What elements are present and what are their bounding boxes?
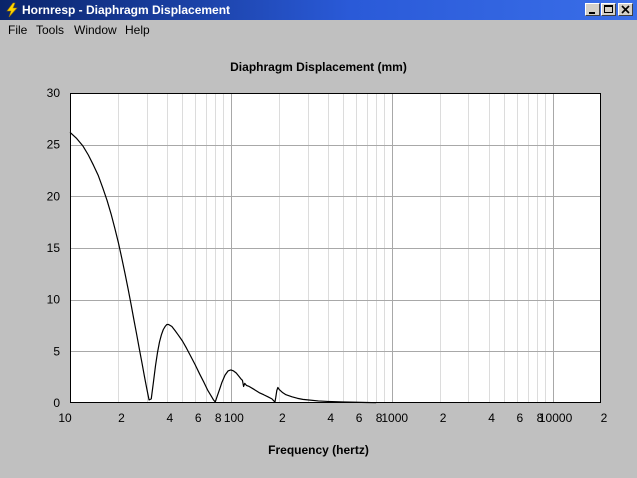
x-tick-label: 6 (517, 411, 524, 425)
x-tick-label: 8 (215, 411, 222, 425)
x-tick-label: 2 (440, 411, 447, 425)
maximize-icon (604, 5, 613, 13)
y-tick-label: 5 (53, 344, 60, 358)
maximize-button[interactable] (601, 3, 616, 16)
x-tick-label: 6 (195, 411, 202, 425)
window-title: Hornresp - Diaphragm Displacement (22, 3, 231, 17)
plot-frame (70, 93, 601, 403)
x-tick-label: 10000 (539, 411, 573, 425)
x-tick-label: 4 (327, 411, 334, 425)
menu-window[interactable]: Window (74, 23, 117, 37)
x-tick-label: 1000 (381, 411, 408, 425)
x-tick-label: 6 (356, 411, 363, 425)
menu-file[interactable]: File (8, 23, 28, 37)
menu-help[interactable]: Help (125, 23, 150, 37)
close-icon (621, 5, 630, 14)
y-grid (70, 145, 601, 352)
series-layer (69, 131, 377, 404)
x-tick-label: 100 (224, 411, 244, 425)
x-axis-label: Frequency (hertz) (268, 443, 369, 457)
x-tick-label: 10 (58, 411, 72, 425)
minimize-icon (589, 12, 595, 14)
y-tick-label: 25 (47, 138, 61, 152)
y-tick-label: 20 (47, 189, 61, 203)
y-tick-label: 30 (47, 86, 61, 100)
x-tick-label: 2 (601, 411, 608, 425)
x-tick-label: 8 (537, 411, 544, 425)
displacement-series-line (69, 131, 377, 404)
x-tick-label: 4 (488, 411, 495, 425)
title-bar[interactable]: Hornresp - Diaphragm Displacement (0, 0, 637, 20)
menu-tools[interactable]: Tools (36, 23, 65, 37)
y-tick-label: 10 (47, 293, 61, 307)
y-tick-label: 15 (47, 241, 61, 255)
x-tick-label: 2 (279, 411, 286, 425)
x-tick-label: 4 (167, 411, 174, 425)
lightning-icon (4, 2, 20, 18)
x-tick-label: 8 (376, 411, 383, 425)
chart-title: Diaphragm Displacement (mm) (230, 60, 407, 74)
y-tick-labels: 0 5 10 15 20 25 30 (47, 86, 61, 410)
y-tick-label: 0 (53, 396, 60, 410)
menu-bar: File Tools Window Help (0, 20, 637, 39)
minimize-button[interactable] (585, 3, 600, 16)
close-button[interactable] (618, 3, 633, 16)
x-tick-label: 2 (118, 411, 125, 425)
